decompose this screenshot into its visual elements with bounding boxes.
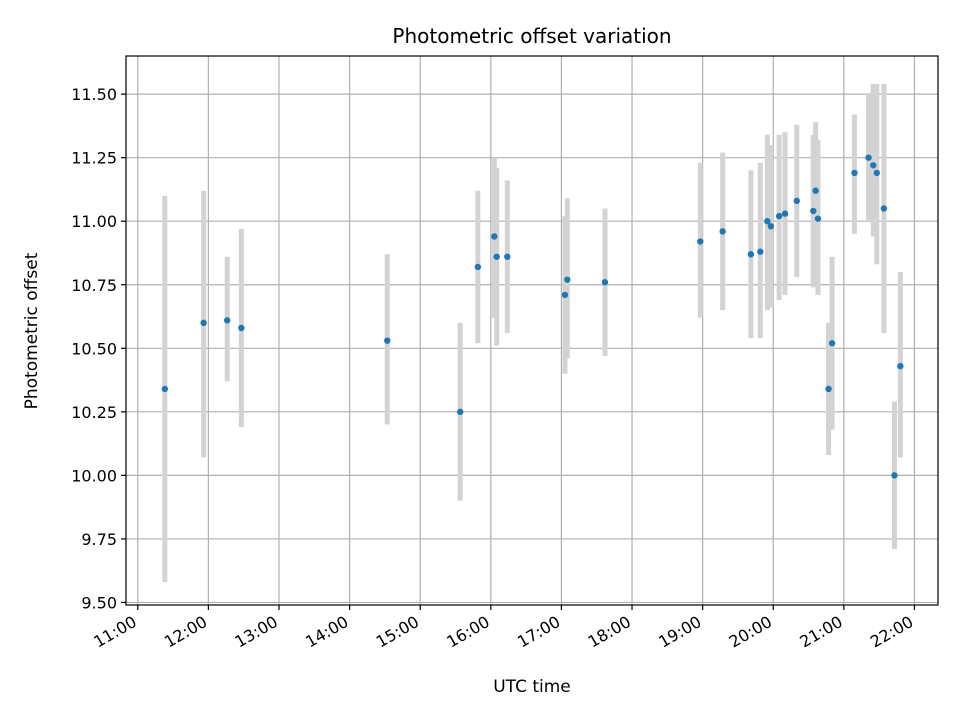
data-point	[238, 324, 245, 332]
data-point	[474, 263, 482, 271]
chart-title: Photometric offset variation	[392, 24, 671, 48]
data-point	[161, 385, 169, 393]
data-point	[564, 276, 571, 283]
data-point	[828, 340, 836, 347]
data-point	[504, 253, 511, 260]
y-tick-label: 11.25	[71, 149, 117, 168]
y-axis-ticks: 9.50 9.75 10.00 10.25 10.50 10.75 11.00 11.25 11…	[71, 85, 126, 612]
data-point	[897, 362, 904, 370]
data-point	[224, 317, 231, 324]
data-point	[384, 337, 391, 344]
data-point	[810, 207, 817, 215]
data-point	[865, 154, 872, 161]
data-point	[880, 205, 888, 212]
data-point	[561, 291, 569, 299]
data-point	[601, 279, 609, 286]
y-tick-label: 11.00	[71, 212, 117, 231]
data-point	[697, 238, 704, 245]
data-point	[793, 197, 800, 205]
y-tick-label: 11.50	[71, 85, 117, 104]
data-point	[493, 253, 500, 260]
data-point	[851, 169, 858, 177]
y-tick-label: 10.25	[71, 403, 117, 422]
data-point	[781, 210, 789, 217]
data-point	[825, 385, 832, 393]
data-points	[161, 154, 904, 479]
plot-frame	[125, 55, 939, 606]
y-tick-label: 10.75	[71, 276, 117, 295]
y-axis-label: Photometric offset	[22, 252, 42, 409]
data-point	[757, 248, 764, 255]
data-point	[873, 169, 881, 177]
data-point	[457, 408, 464, 416]
y-tick-label: 9.75	[81, 530, 117, 549]
data-point	[764, 218, 771, 225]
y-tick-label: 10.50	[71, 339, 117, 358]
data-point	[747, 251, 755, 258]
data-point	[891, 472, 898, 479]
grid	[126, 56, 938, 605]
data-point	[200, 319, 207, 327]
data-point	[719, 228, 726, 235]
data-point	[812, 187, 819, 194]
data-point	[775, 212, 783, 220]
data-point	[767, 223, 775, 230]
data-point	[870, 162, 877, 169]
data-point	[491, 233, 498, 240]
y-tick-label: 10.00	[71, 466, 117, 485]
x-axis-label: UTC time	[493, 677, 571, 697]
y-tick-label: 9.50	[81, 593, 117, 612]
data-point	[814, 215, 822, 222]
